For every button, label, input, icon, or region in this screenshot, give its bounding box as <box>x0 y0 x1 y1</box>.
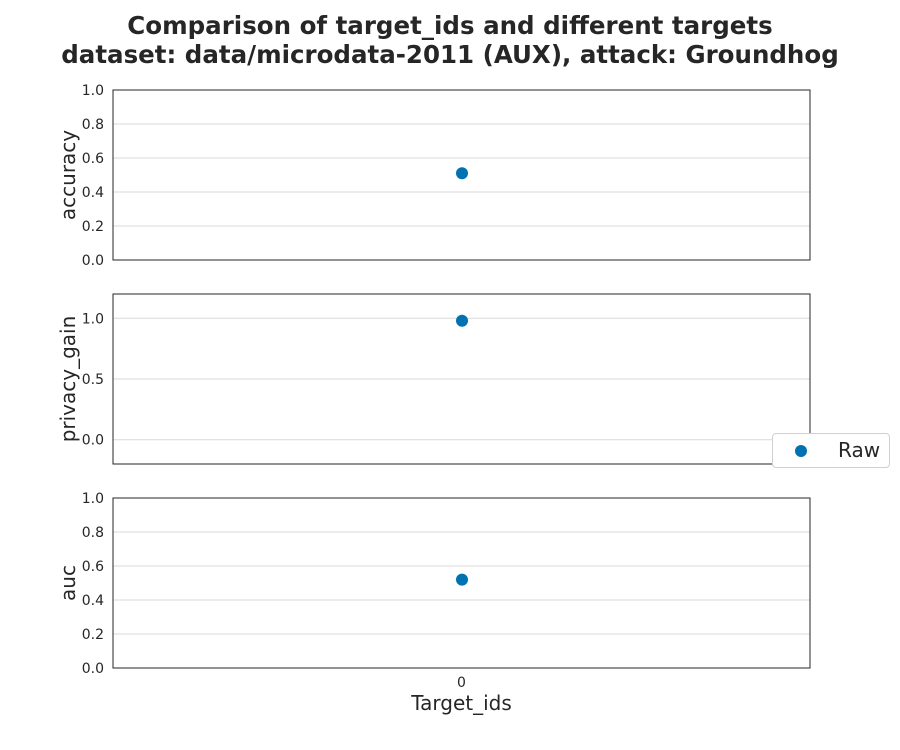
xlabel: Target_ids <box>410 691 512 715</box>
ylabel-1: privacy_gain <box>56 316 80 443</box>
ylabel-0: accuracy <box>56 130 80 220</box>
ytick-label-2-3: 0.6 <box>82 559 104 575</box>
chart-title-line2: dataset: data/microdata-2011 (AUX), atta… <box>61 40 839 69</box>
ytick-label-2-0: 0.0 <box>82 661 104 677</box>
ytick-label-2-1: 0.2 <box>82 627 104 643</box>
chart-title-line1: Comparison of target_ids and different t… <box>127 11 773 40</box>
ytick-label-0-3: 0.6 <box>82 151 104 167</box>
ytick-label-0-0: 0.0 <box>82 253 104 269</box>
ylabel-2: auc <box>56 565 80 601</box>
data-point-1-0-0 <box>456 314 468 327</box>
data-point-2-0-0 <box>456 573 468 586</box>
axes-frame-0 <box>112 89 811 261</box>
data-point-0-0-0 <box>456 167 468 180</box>
legend-label-raw: Raw <box>838 438 881 462</box>
ytick-label-0-1: 0.2 <box>82 219 104 235</box>
legend-marker-raw <box>795 445 807 457</box>
ytick-label-0-4: 0.8 <box>82 117 104 133</box>
ytick-label-2-2: 0.4 <box>82 593 104 609</box>
ytick-label-2-5: 1.0 <box>82 491 104 507</box>
ytick-label-1-0: 0.0 <box>82 433 104 449</box>
ytick-label-2-4: 0.8 <box>82 525 104 541</box>
xtick-label-0: 0 <box>457 675 466 691</box>
ytick-label-0-2: 0.4 <box>82 185 104 201</box>
axes-frame-1 <box>112 293 811 465</box>
ytick-label-1-1: 0.5 <box>82 372 104 388</box>
axes-frame-2 <box>112 497 811 669</box>
ytick-label-0-5: 1.0 <box>82 83 104 99</box>
ytick-label-1-2: 1.0 <box>82 311 104 327</box>
legend: Raw <box>772 433 890 468</box>
